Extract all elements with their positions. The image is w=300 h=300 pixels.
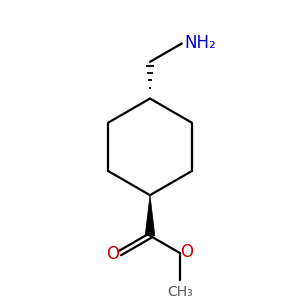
Polygon shape — [145, 195, 155, 236]
Text: NH₂: NH₂ — [185, 34, 216, 52]
Text: CH₃: CH₃ — [167, 285, 193, 299]
Text: O: O — [180, 243, 194, 261]
Text: O: O — [106, 245, 120, 263]
